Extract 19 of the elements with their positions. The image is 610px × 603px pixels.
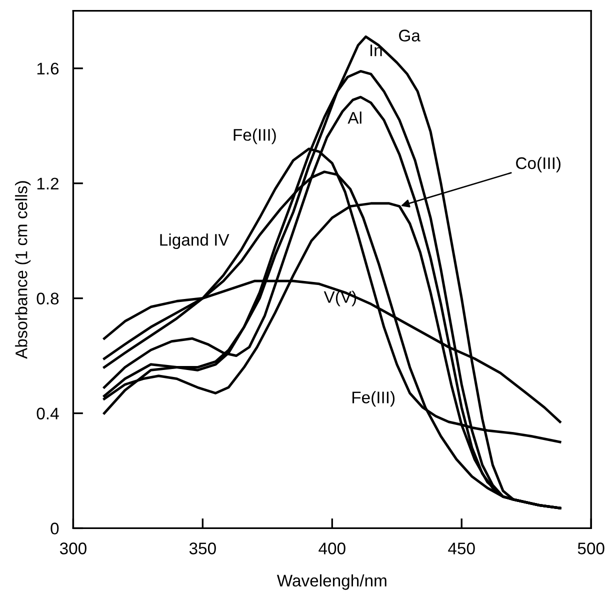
annotation: Ga bbox=[399, 30, 420, 42]
annotation: Ligand IV bbox=[160, 234, 230, 250]
y-tick-label: 1.6 bbox=[37, 62, 59, 75]
y-tick-label: 1.2 bbox=[37, 178, 58, 190]
annotation: Fe(III) bbox=[234, 128, 276, 144]
y-axis-title: Absorbance (1 cm cells) bbox=[15, 181, 31, 359]
y-tick-label: 0.4 bbox=[36, 408, 59, 420]
annotation: Fe(III) bbox=[352, 391, 395, 407]
x-tick-label: 450 bbox=[448, 542, 475, 554]
annotation: Co(III) bbox=[516, 156, 560, 172]
annotation: Al bbox=[348, 112, 362, 124]
annotation: In bbox=[370, 44, 382, 56]
x-tick-label: 350 bbox=[189, 542, 216, 554]
x-tick-label: 400 bbox=[318, 542, 346, 554]
x-tick-label: 300 bbox=[60, 542, 86, 554]
x-axis-title: Wavelengh/nm bbox=[276, 574, 386, 590]
x-tick-label: 500 bbox=[578, 542, 604, 554]
y-tick-label: 0 bbox=[50, 522, 59, 534]
y-tick-label: 0.8 bbox=[36, 292, 59, 304]
